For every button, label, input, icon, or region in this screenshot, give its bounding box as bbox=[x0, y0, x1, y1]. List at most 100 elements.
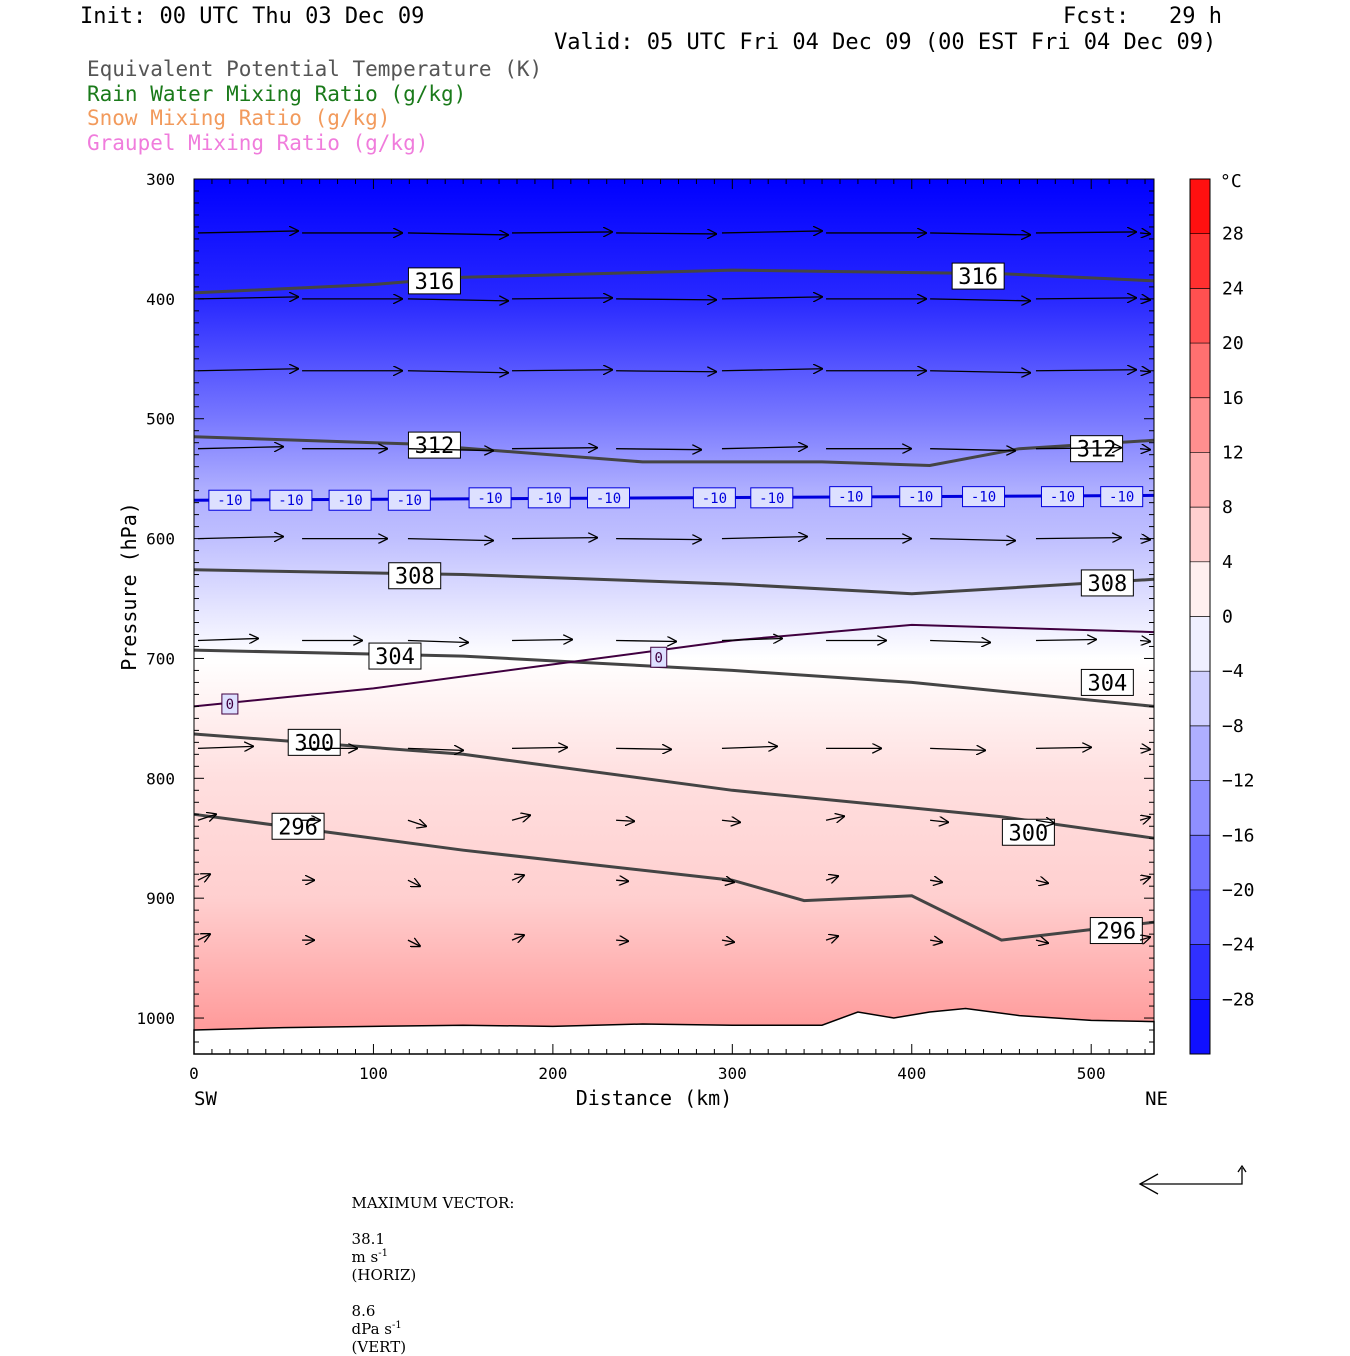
wind-vector bbox=[197, 231, 298, 233]
theta-e-label: 308 bbox=[1087, 572, 1127, 597]
theta-e-label: 316 bbox=[958, 265, 998, 290]
init-time: Init: 00 UTC Thu 03 Dec 09 bbox=[80, 4, 425, 29]
isotherm-label-box bbox=[587, 487, 631, 509]
wind-vector bbox=[197, 814, 216, 820]
theta-e-label-box bbox=[1089, 917, 1143, 945]
theta-e-label-box bbox=[1080, 569, 1134, 597]
wind-vector bbox=[616, 449, 701, 450]
colorbar-segment bbox=[1190, 780, 1210, 836]
wind-vector bbox=[616, 539, 701, 540]
vert-value: 8.6 bbox=[351, 1302, 376, 1320]
isotherm-label: -10 bbox=[759, 491, 784, 507]
wind-vector bbox=[616, 640, 676, 641]
wind-vector bbox=[407, 299, 508, 301]
theta-e-label: 312 bbox=[1077, 438, 1117, 463]
x-tick-label: 0 bbox=[189, 1064, 199, 1083]
wind-vector bbox=[407, 748, 463, 750]
legend-rain-water: Rain Water Mixing Ratio (g/kg) bbox=[87, 82, 467, 106]
theta-e-label-box bbox=[407, 431, 461, 459]
colorbar-tick-label: 16 bbox=[1222, 388, 1244, 409]
colorbar-tick-label: 12 bbox=[1222, 442, 1244, 463]
wind-vector bbox=[512, 747, 567, 748]
theta-e-label-box bbox=[368, 642, 422, 670]
wind-vector bbox=[721, 746, 777, 748]
reference-vector-head bbox=[1138, 1173, 1159, 1195]
theta-e-label-box bbox=[287, 728, 341, 756]
wind-vector bbox=[512, 298, 612, 299]
wind-vector bbox=[197, 297, 298, 299]
wind-vector bbox=[930, 299, 1030, 301]
cross-section-plot: 316 316 312 312 308 308 304 304 300 300 296 296 -10 -… bbox=[117, 170, 1255, 1195]
colorbar-segment bbox=[1190, 835, 1210, 891]
colorbar-segment bbox=[1190, 616, 1210, 672]
isotherm-label-box bbox=[650, 646, 668, 668]
isotherm-label-box bbox=[962, 486, 1006, 508]
wind-vector bbox=[512, 538, 597, 539]
wind-vector bbox=[1035, 747, 1091, 748]
wind-vector bbox=[1035, 370, 1136, 371]
colorbar-segment bbox=[1190, 507, 1210, 563]
theta-e-label: 308 bbox=[395, 565, 435, 590]
y-tick-label: 1000 bbox=[136, 1009, 175, 1028]
y-tick-label: 500 bbox=[146, 410, 175, 429]
colorbar-segment bbox=[1190, 999, 1210, 1055]
vert-tag: (VERT) bbox=[351, 1338, 407, 1356]
wind-vector bbox=[721, 537, 807, 539]
wind-vector bbox=[721, 369, 822, 371]
wind-vector bbox=[825, 876, 838, 880]
wind-vector bbox=[512, 448, 597, 449]
reference-vector-head-vert bbox=[1237, 1164, 1247, 1173]
isotherm-label-box bbox=[829, 486, 873, 508]
x-tick-label: 100 bbox=[359, 1064, 388, 1083]
wind-vector bbox=[1139, 748, 1150, 749]
wind-vector bbox=[616, 880, 628, 881]
wind-vector bbox=[1035, 880, 1048, 883]
wind-vector bbox=[511, 815, 530, 820]
theta-e-label: 316 bbox=[415, 270, 455, 295]
legend-theta-e: Equivalent Potential Temperature (K) bbox=[87, 57, 543, 81]
isotherm-label-box bbox=[468, 487, 512, 509]
y-tick-label: 800 bbox=[146, 769, 175, 788]
colorbar-segment bbox=[1190, 397, 1210, 453]
theta-e-label-box bbox=[407, 267, 461, 295]
theta-e-contour-308 bbox=[193, 568, 1155, 596]
wind-vector bbox=[1035, 538, 1121, 539]
y-tick-label: 900 bbox=[146, 889, 175, 908]
wind-vector bbox=[1035, 298, 1136, 299]
wind-vector bbox=[512, 370, 612, 371]
wind-vector bbox=[616, 299, 716, 300]
isotherm-label-box bbox=[387, 489, 431, 511]
x-tick-label: 400 bbox=[897, 1064, 926, 1083]
colorbar-tick-label: −4 bbox=[1222, 661, 1244, 682]
theta-e-label: 296 bbox=[1096, 920, 1136, 945]
wind-vector bbox=[721, 820, 740, 822]
isotherm-label: 0 bbox=[226, 697, 234, 713]
vert-unit: dPa s bbox=[351, 1320, 392, 1338]
max-vector-label: MAXIMUM VECTOR: bbox=[351, 1194, 515, 1212]
wind-vector bbox=[721, 231, 822, 233]
colorbar-segment bbox=[1190, 561, 1210, 617]
wind-vector bbox=[721, 880, 734, 882]
wind-vector bbox=[512, 232, 612, 233]
wind-vector bbox=[930, 880, 942, 882]
wind-vector bbox=[197, 746, 253, 748]
wind-vector bbox=[407, 820, 426, 826]
theta-e-label: 304 bbox=[375, 645, 415, 670]
x-tick-label: 500 bbox=[1077, 1064, 1106, 1083]
isotherm-label-box bbox=[269, 489, 313, 511]
isotherm-label: -10 bbox=[596, 491, 621, 507]
isotherm-label-box bbox=[750, 487, 794, 509]
theta-e-contour-316 bbox=[193, 268, 1155, 295]
isotherm-label: -10 bbox=[217, 493, 242, 509]
y-tick-label: 300 bbox=[146, 170, 175, 189]
isotherm-label: -10 bbox=[477, 491, 502, 507]
colorbar-tick-label: 20 bbox=[1222, 333, 1244, 354]
wind-vector bbox=[930, 940, 942, 942]
theta-e-label-box bbox=[388, 562, 442, 590]
wind-vector bbox=[407, 449, 493, 451]
isotherm-label-box bbox=[692, 487, 736, 509]
colorbar-segment bbox=[1190, 671, 1210, 727]
wind-vector bbox=[930, 371, 1030, 373]
wind-vector bbox=[930, 449, 1015, 451]
y-tick-label: 700 bbox=[146, 649, 175, 668]
